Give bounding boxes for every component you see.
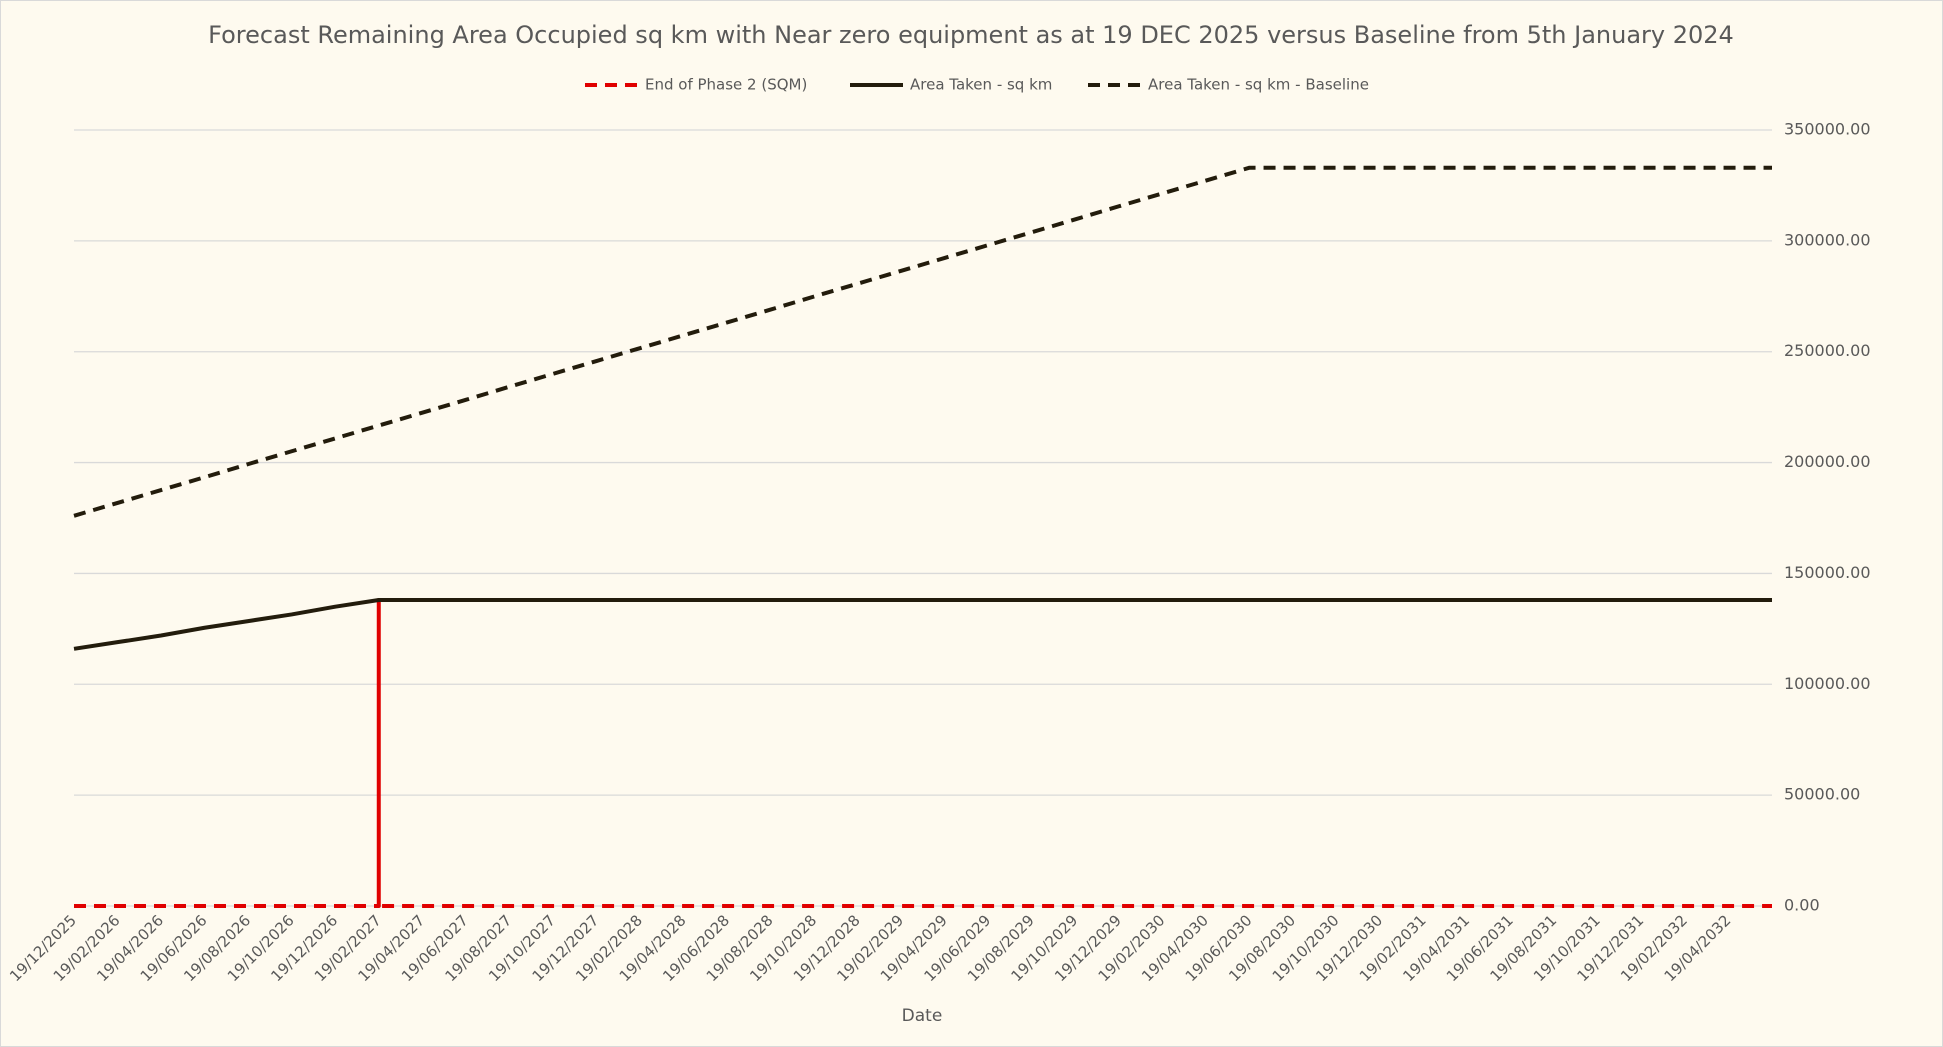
- y-tick-label: 100000.00: [1784, 674, 1871, 693]
- y-tick-label: 350000.00: [1784, 120, 1871, 139]
- y-tick-label: 150000.00: [1784, 563, 1871, 582]
- y-tick-label: 50000.00: [1784, 785, 1860, 804]
- y-tick-label: 250000.00: [1784, 341, 1871, 360]
- chart-title: Forecast Remaining Area Occupied sq km w…: [208, 21, 1734, 49]
- legend-label: Area Taken - sq km: [910, 76, 1052, 94]
- x-axis-title: Date: [902, 1006, 943, 1026]
- series-line: [73, 165, 1772, 518]
- series-line: [73, 598, 1772, 651]
- legend-label: Area Taken - sq km - Baseline: [1148, 76, 1369, 94]
- legend-label: End of Phase 2 (SQM): [645, 76, 807, 94]
- y-tick-label: 200000.00: [1784, 452, 1871, 471]
- y-tick-label: 0.00: [1784, 896, 1820, 915]
- y-tick-label: 300000.00: [1784, 230, 1871, 249]
